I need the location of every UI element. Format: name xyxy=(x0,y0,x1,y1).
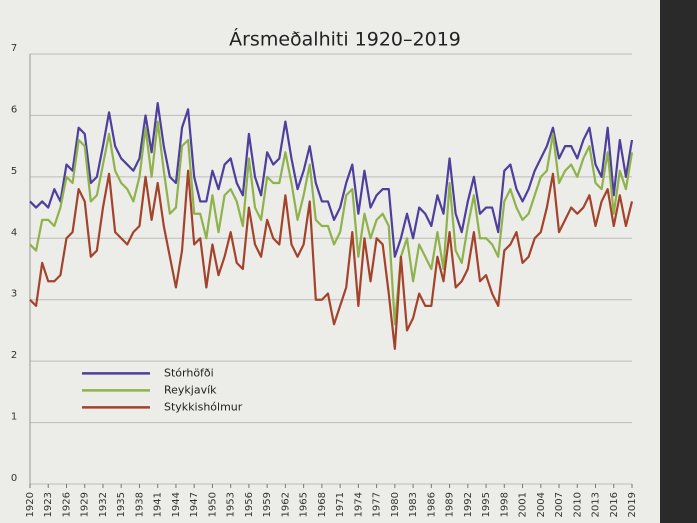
x-tick-label: 1971 xyxy=(335,492,346,517)
legend-label: Stórhöfði xyxy=(164,366,214,379)
x-tick-label: 1986 xyxy=(426,492,437,517)
y-tick-label: 1 xyxy=(11,412,17,423)
y-tick-label: 0 xyxy=(11,473,17,484)
x-tick-label: 1992 xyxy=(463,492,474,517)
x-tick-label: 1947 xyxy=(189,492,200,517)
y-tick-label: 5 xyxy=(11,166,17,177)
y-tick-label: 7 xyxy=(11,43,17,54)
x-tick-label: 1950 xyxy=(207,492,218,517)
x-tick-label: 2013 xyxy=(591,492,602,517)
screen-edge xyxy=(660,0,697,523)
y-tick-label: 3 xyxy=(11,289,17,300)
series-line xyxy=(29,102,634,258)
legend-label: Reykjavík xyxy=(164,383,217,396)
x-tick-label: 1980 xyxy=(390,492,401,517)
x-tick-label: 2010 xyxy=(572,492,583,517)
x-tick-label: 1959 xyxy=(262,492,273,517)
x-tick-label: 1944 xyxy=(171,492,182,517)
x-tick-label: 2001 xyxy=(518,492,529,517)
x-tick-label: 2016 xyxy=(609,492,620,517)
x-tick-label: 1935 xyxy=(116,492,127,517)
x-tick-label: 1968 xyxy=(317,492,328,517)
x-tick-label: 1965 xyxy=(299,492,310,517)
x-tick-label: 1998 xyxy=(499,492,510,517)
x-tick-label: 1974 xyxy=(353,492,364,517)
chart-title: Ársmeðalhiti 1920–2019 xyxy=(229,28,461,51)
legend-label: Stykkishólmur xyxy=(164,400,243,413)
x-tick-label: 1932 xyxy=(98,492,109,517)
y-tick-label: 4 xyxy=(11,227,17,238)
x-tick-label: 1995 xyxy=(481,492,492,517)
x-tick-label: 1938 xyxy=(134,492,145,517)
x-tick-label: 1983 xyxy=(408,492,419,517)
x-tick-label: 1956 xyxy=(244,492,255,517)
x-tick-label: 1977 xyxy=(372,492,383,517)
x-tick-label: 2019 xyxy=(627,492,638,517)
y-tick-label: 2 xyxy=(11,350,17,361)
x-tick-label: 2007 xyxy=(554,492,565,517)
series-line xyxy=(29,169,634,350)
x-tick-label: 2004 xyxy=(536,492,547,517)
x-tick-label: 1953 xyxy=(226,492,237,517)
series-line xyxy=(29,120,634,326)
y-tick-label: 6 xyxy=(11,104,17,115)
x-tick-label: 1989 xyxy=(445,492,456,517)
x-tick-label: 1923 xyxy=(43,492,54,517)
x-tick-label: 1941 xyxy=(153,492,164,517)
x-tick-label: 1962 xyxy=(280,492,291,517)
x-tick-label: 1920 xyxy=(25,492,36,517)
x-tick-label: 1929 xyxy=(80,492,91,517)
x-tick-label: 1926 xyxy=(61,492,72,517)
